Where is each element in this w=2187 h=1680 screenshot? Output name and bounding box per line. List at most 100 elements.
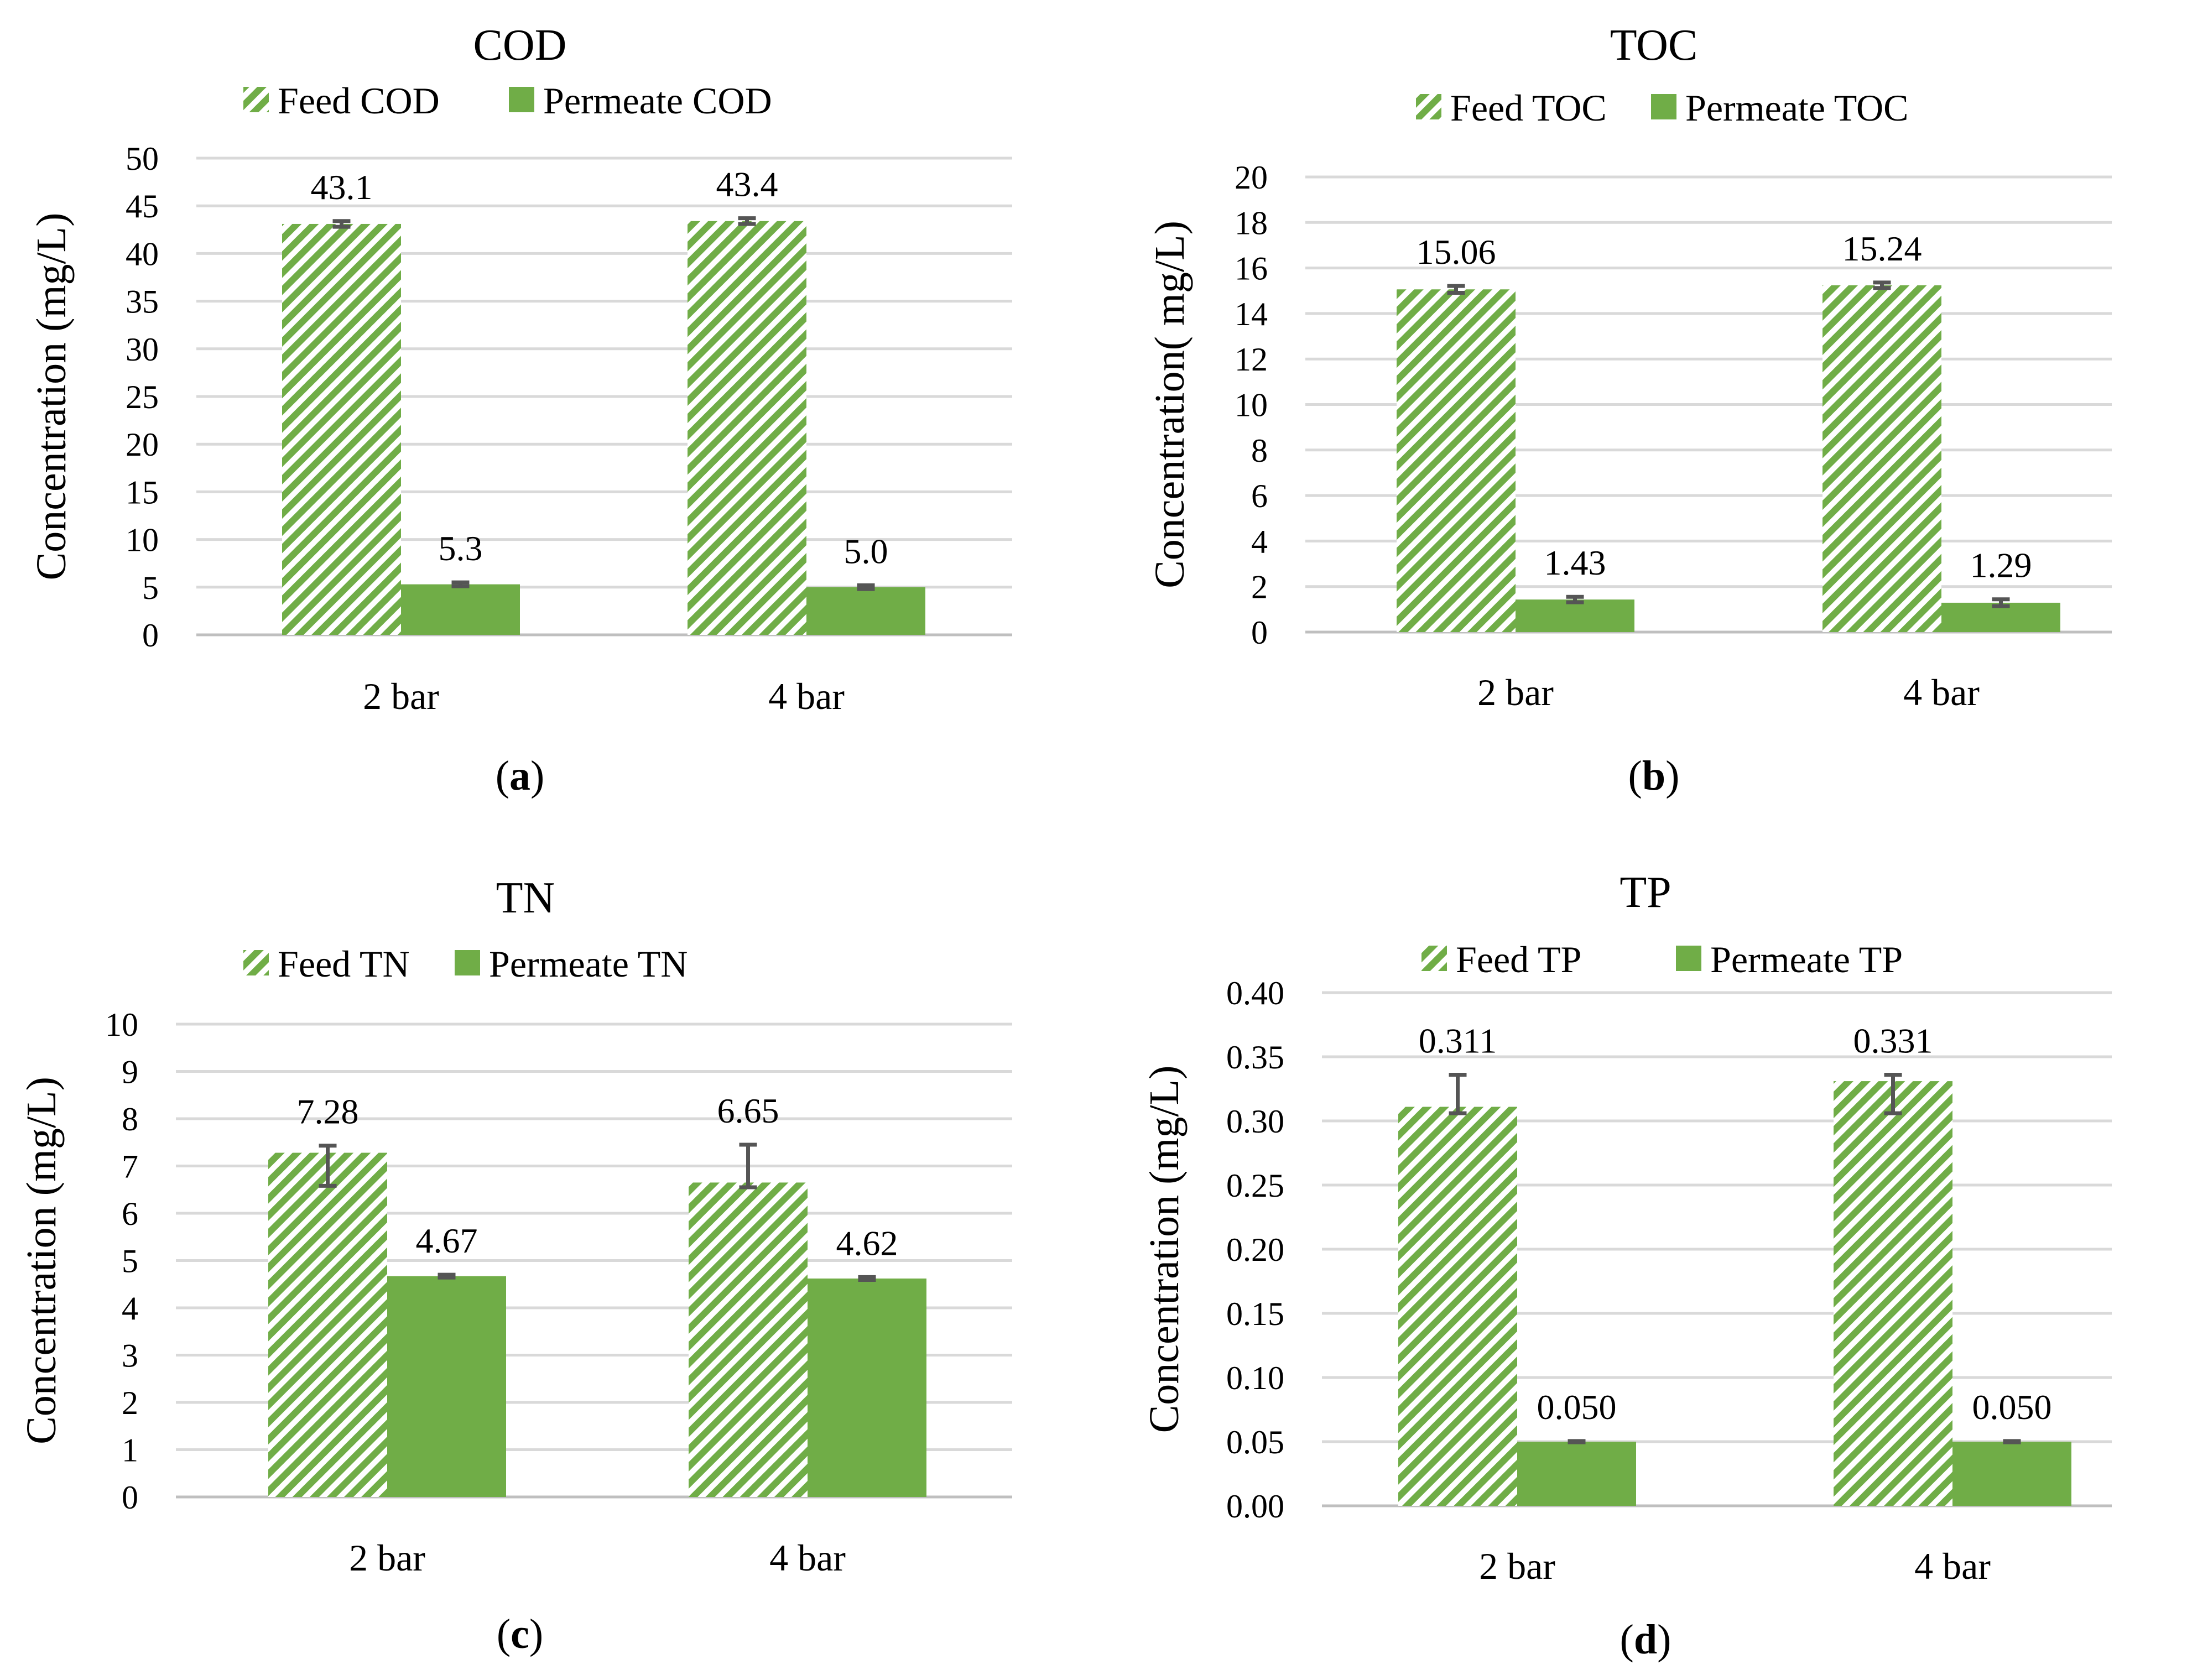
legend-label: Feed COD	[278, 80, 440, 122]
bar	[1398, 1107, 1517, 1506]
legend-swatch	[1421, 946, 1447, 971]
bar	[808, 1278, 926, 1497]
legend-swatch	[1676, 946, 1701, 971]
y-tick-label: 5	[122, 1243, 138, 1280]
y-tick-label: 10	[105, 1006, 138, 1043]
data-label: 4.62	[836, 1223, 898, 1262]
bar	[1517, 1442, 1636, 1506]
x-tick-label: 2 bar	[1477, 671, 1554, 713]
chart-panel-a: COD Feed COD Permeate COD 0 5 10 15 20 25 30 35 40 4…	[28, 21, 1012, 799]
legend-swatch	[243, 87, 269, 112]
panel-caption: (c)	[497, 1611, 543, 1657]
y-tick-label: 5	[142, 570, 159, 606]
bar	[1823, 285, 1941, 632]
x-tick-label: 4 bar	[1903, 671, 1980, 713]
y-tick-label: 25	[126, 379, 159, 415]
y-tick-label: 2	[1251, 569, 1268, 606]
legend-swatch	[509, 87, 534, 112]
data-label: 6.65	[717, 1091, 779, 1130]
x-tick-label: 4 bar	[769, 1537, 846, 1579]
chart-title: TP	[1620, 868, 1671, 917]
y-tick-label: 0	[142, 617, 159, 654]
y-axis-label: Concentration (mg/L)	[28, 213, 75, 581]
y-tick-label: 6	[1251, 478, 1268, 514]
y-tick-label: 0.15	[1226, 1296, 1284, 1332]
y-tick-label: 10	[1235, 387, 1268, 424]
y-axis-label: Concentration( mg/L)	[1147, 221, 1193, 588]
y-tick-label: 7	[122, 1149, 138, 1185]
panel-caption: (a)	[496, 753, 545, 799]
legend-swatch	[1651, 94, 1676, 119]
y-tick-label: 1	[122, 1432, 138, 1469]
y-tick-label: 0	[122, 1479, 138, 1516]
data-label: 0.050	[1972, 1387, 2052, 1427]
chart-panel-d: TP Feed TP Permeate TP 0.00 0.05 0.10 0.15 0.20…	[1141, 868, 2112, 1663]
data-label: 15.06	[1417, 232, 1496, 272]
bar	[1397, 289, 1516, 632]
y-tick-label: 50	[126, 140, 159, 177]
legend-label: Permeate TP	[1710, 938, 1903, 980]
y-tick-label: 0.25	[1226, 1167, 1284, 1204]
bar	[1952, 1442, 2071, 1506]
y-tick-label: 14	[1235, 296, 1268, 332]
y-tick-label: 0.40	[1226, 975, 1284, 1011]
y-tick-label: 2	[122, 1385, 138, 1421]
legend-label: Permeate TOC	[1685, 87, 1909, 129]
legend-label: Feed TOC	[1450, 87, 1607, 129]
data-label: 1.29	[1970, 546, 2032, 585]
chart-title: TOC	[1610, 21, 1698, 70]
y-tick-label: 0.00	[1226, 1488, 1284, 1525]
bar	[401, 584, 520, 635]
y-tick-label: 3	[122, 1338, 138, 1374]
x-tick-label: 2 bar	[1479, 1545, 1555, 1587]
y-tick-label: 8	[122, 1101, 138, 1138]
legend-swatch	[243, 950, 269, 975]
y-tick-label: 20	[126, 426, 159, 463]
bar	[688, 221, 806, 635]
panel-caption: (b)	[1628, 753, 1680, 799]
x-tick-label: 4 bar	[1914, 1545, 1991, 1587]
data-label: 0.331	[1853, 1021, 1933, 1060]
bar	[1834, 1081, 1952, 1506]
y-tick-label: 35	[126, 284, 159, 320]
y-tick-label: 4	[1251, 523, 1268, 560]
y-axis-label: Concentration (mg/L)	[1141, 1066, 1188, 1433]
y-tick-label: 20	[1235, 159, 1268, 196]
legend-swatch	[1416, 94, 1441, 119]
data-label: 0.050	[1537, 1387, 1617, 1427]
y-tick-label: 0.05	[1226, 1424, 1284, 1460]
x-tick-label: 4 bar	[768, 675, 845, 717]
y-tick-label: 10	[126, 522, 159, 559]
bar	[268, 1152, 387, 1497]
y-tick-label: 12	[1235, 341, 1268, 378]
legend-label: Permeate COD	[543, 80, 772, 122]
y-tick-label: 18	[1235, 205, 1268, 241]
y-tick-label: 45	[126, 188, 159, 225]
data-label: 5.0	[844, 531, 888, 571]
x-tick-label: 2 bar	[349, 1537, 425, 1579]
bar	[387, 1276, 506, 1497]
y-tick-label: 16	[1235, 251, 1268, 287]
y-tick-label: 0	[1251, 614, 1268, 651]
bar	[1516, 599, 1634, 632]
y-axis-label: Concentration (mg/L)	[18, 1077, 65, 1444]
y-tick-label: 40	[126, 236, 159, 272]
y-tick-label: 8	[1251, 432, 1268, 469]
data-label: 43.1	[311, 168, 373, 207]
data-label: 0.311	[1419, 1021, 1497, 1060]
legend-label: Feed TN	[278, 943, 410, 985]
y-tick-label: 0.10	[1226, 1360, 1284, 1396]
data-label: 4.67	[416, 1221, 478, 1260]
chart-title: TN	[496, 874, 555, 922]
bar	[689, 1182, 808, 1497]
y-tick-label: 0.35	[1226, 1039, 1284, 1076]
data-label: 5.3	[439, 529, 483, 568]
legend-label: Permeate TN	[489, 943, 688, 985]
data-label: 1.43	[1544, 543, 1606, 582]
legend-label: Feed TP	[1456, 938, 1581, 980]
y-tick-label: 0.20	[1226, 1232, 1284, 1268]
bar	[806, 587, 925, 635]
y-tick-label: 0.30	[1226, 1103, 1284, 1140]
